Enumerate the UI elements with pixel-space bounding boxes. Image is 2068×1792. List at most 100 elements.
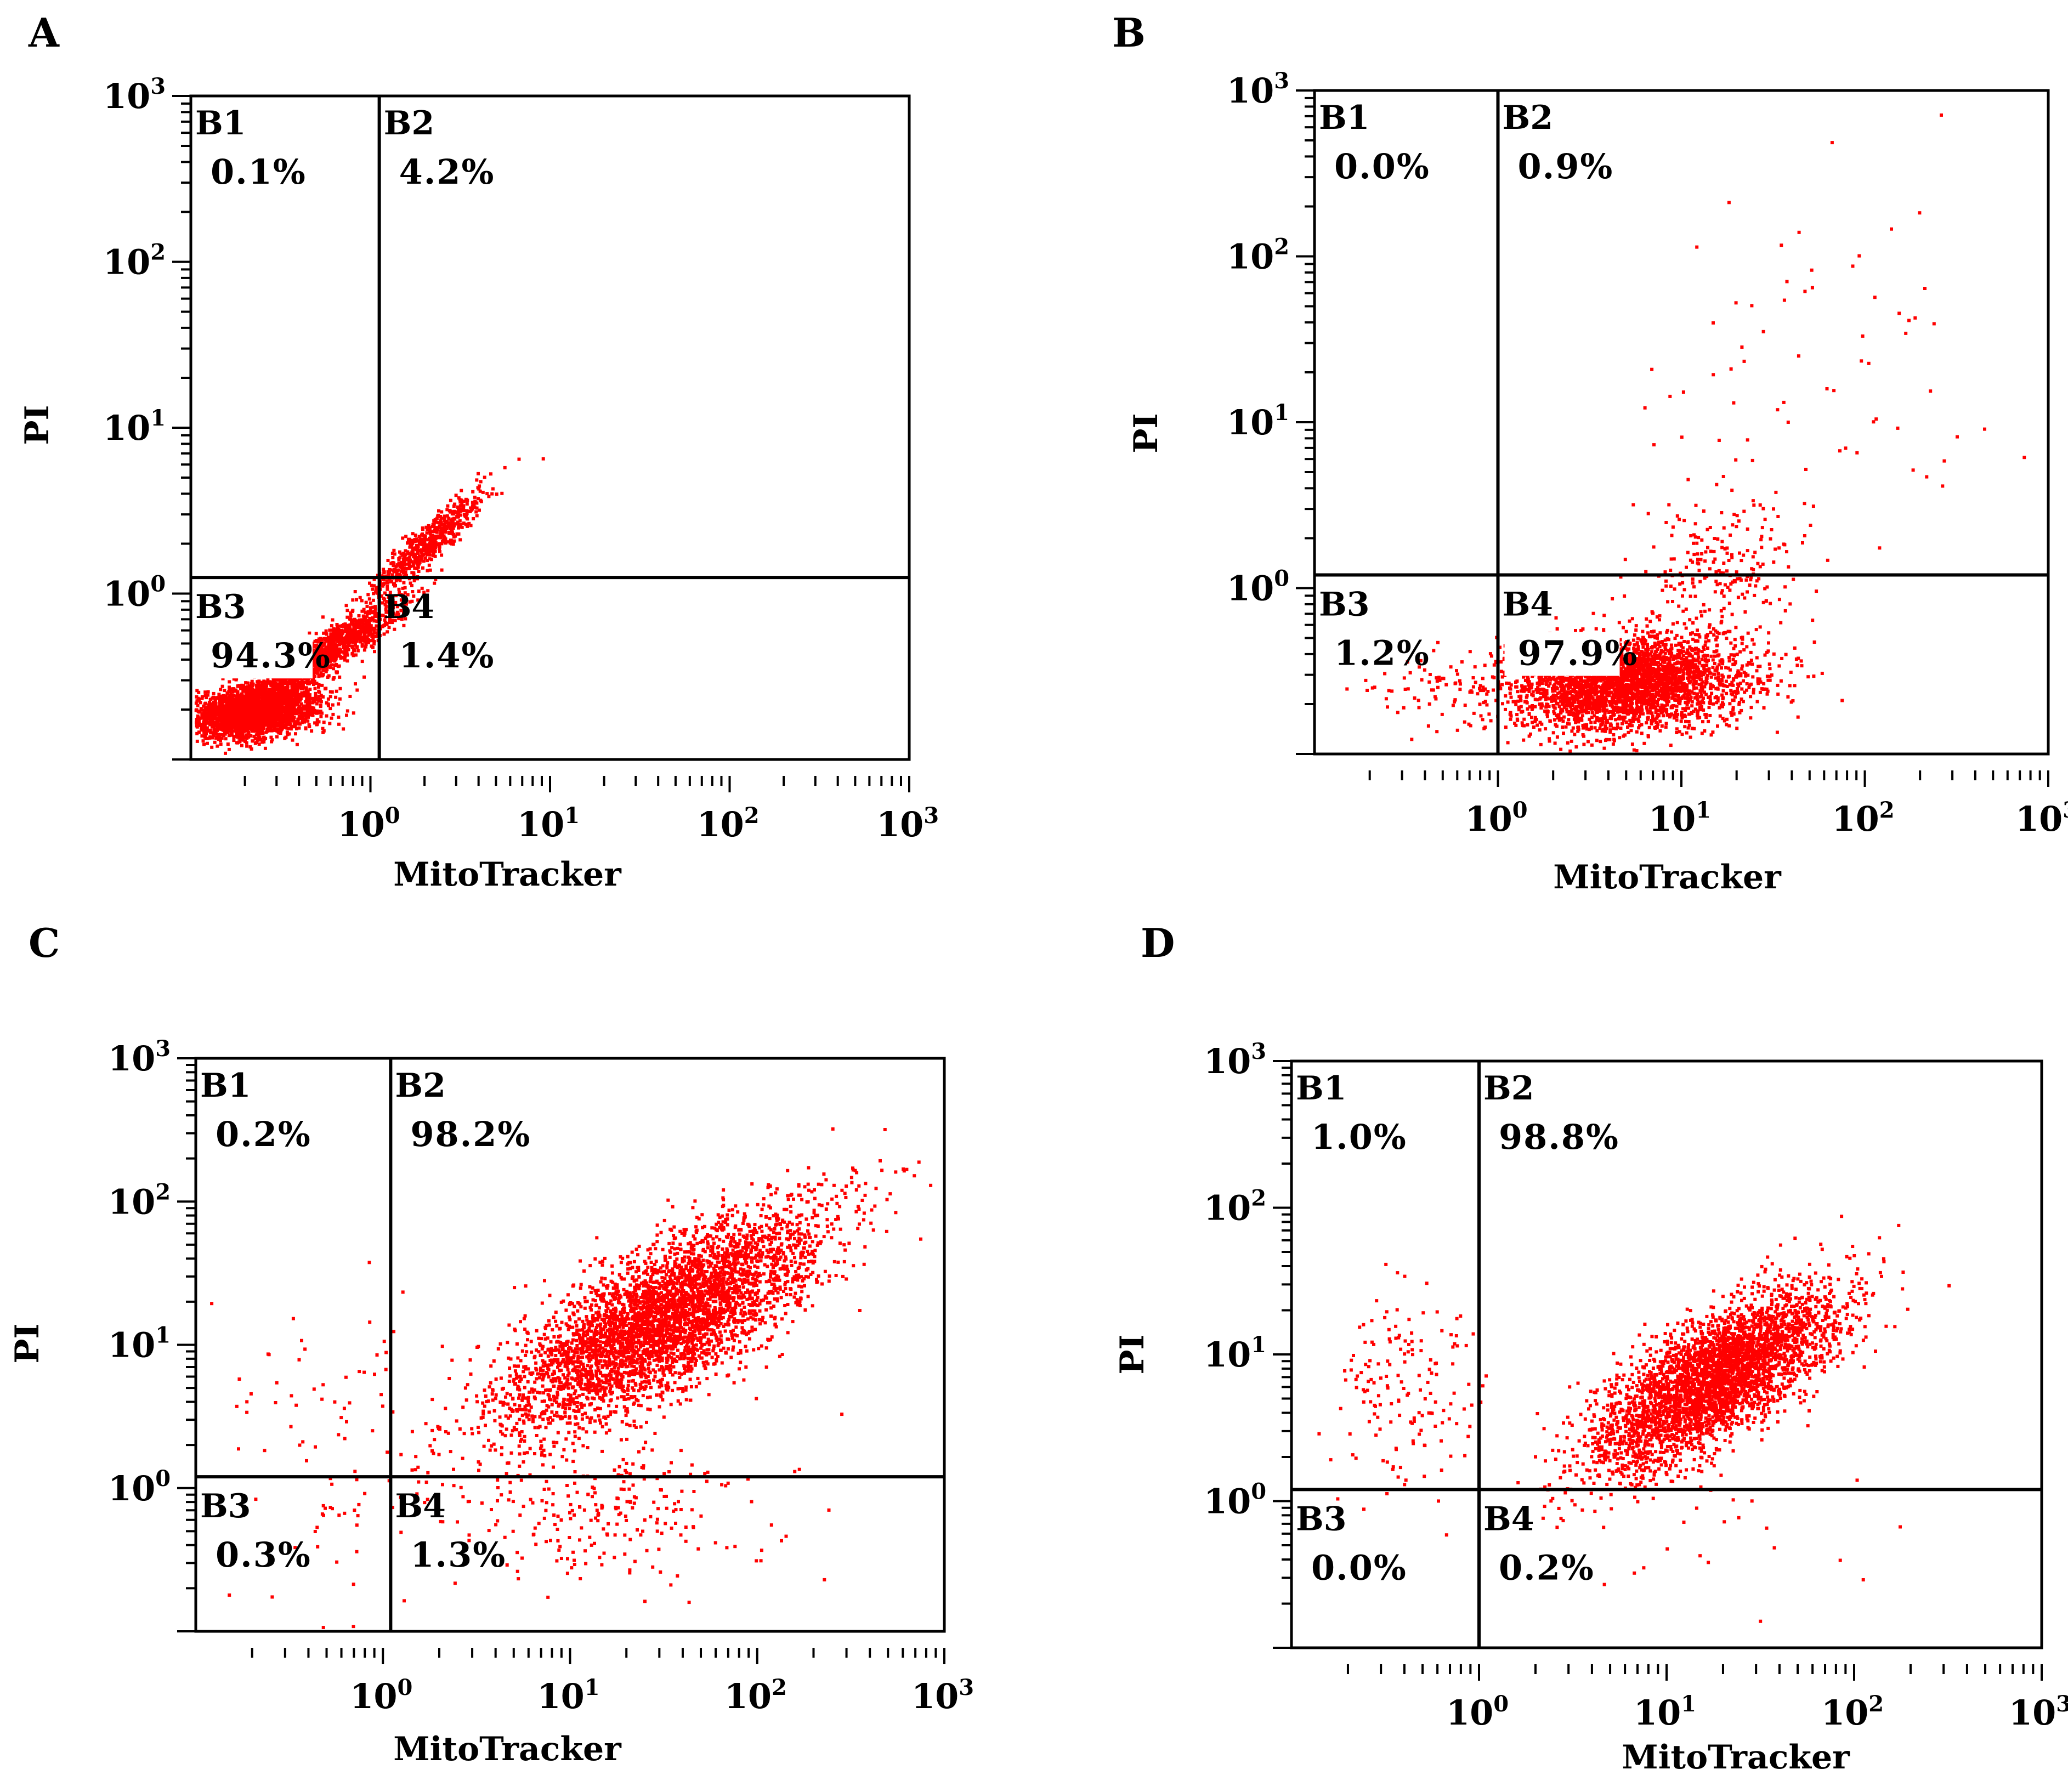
data-point — [284, 735, 288, 739]
data-point — [240, 706, 243, 710]
data-point — [413, 547, 417, 551]
data-point — [404, 558, 408, 562]
data-point — [1487, 712, 1491, 716]
data-point — [298, 722, 302, 726]
data-point — [241, 687, 245, 690]
data-point — [344, 604, 348, 608]
data-point — [240, 744, 243, 747]
data-point — [432, 523, 435, 526]
data-point — [212, 691, 216, 695]
data-point — [250, 682, 254, 686]
data-point — [260, 697, 264, 701]
data-point — [394, 614, 398, 618]
data-point — [211, 722, 214, 726]
data-point — [256, 680, 259, 684]
data-point — [282, 709, 286, 713]
data-point — [307, 680, 311, 684]
data-point — [269, 700, 273, 704]
data-point — [1768, 667, 1772, 671]
y-tick-label: 101 — [103, 405, 166, 448]
data-point — [481, 490, 485, 494]
data-point — [270, 738, 274, 742]
data-point — [288, 708, 292, 712]
data-point — [452, 517, 456, 520]
data-point — [257, 696, 261, 700]
data-point — [297, 726, 301, 730]
data-point — [308, 725, 311, 729]
data-point — [217, 733, 220, 736]
data-point — [373, 650, 376, 654]
data-point — [402, 581, 406, 585]
data-point — [214, 711, 218, 714]
data-point — [331, 703, 335, 707]
data-point — [423, 542, 427, 546]
data-point — [266, 677, 270, 681]
data-point — [302, 713, 305, 717]
data-point — [445, 508, 449, 512]
data-point — [282, 713, 286, 717]
data-point — [208, 701, 211, 705]
data-point — [270, 698, 274, 702]
data-point — [421, 526, 424, 530]
data-point — [214, 696, 218, 700]
data-point — [1632, 647, 1636, 650]
data-point — [200, 695, 204, 699]
data-point — [399, 609, 403, 613]
data-point — [271, 680, 275, 684]
data-point — [259, 721, 263, 724]
data-point — [286, 714, 290, 718]
data-point — [237, 716, 241, 720]
data-point — [264, 730, 268, 734]
data-point — [286, 717, 290, 721]
data-point — [361, 630, 365, 633]
data-point — [209, 714, 213, 718]
data-point — [262, 679, 266, 683]
data-point — [400, 569, 404, 573]
data-point — [269, 693, 272, 697]
data-point — [320, 662, 324, 666]
data-point — [338, 624, 342, 628]
data-point — [1752, 688, 1755, 691]
data-point — [285, 691, 288, 695]
data-point — [195, 739, 199, 743]
data-point — [451, 542, 455, 546]
data-point — [316, 710, 320, 714]
data-point — [412, 564, 415, 568]
data-point — [315, 682, 319, 685]
data-point — [433, 535, 437, 538]
data-point — [247, 687, 250, 690]
data-point — [314, 639, 318, 643]
data-point — [430, 530, 434, 534]
data-point — [203, 707, 207, 711]
data-point — [366, 610, 370, 614]
data-point — [439, 532, 443, 536]
data-point — [205, 696, 208, 700]
data-point — [267, 712, 270, 716]
data-point — [236, 733, 240, 737]
y-tick-label: 103 — [103, 73, 166, 116]
data-point — [401, 571, 405, 575]
data-point — [214, 731, 218, 735]
data-point — [285, 719, 288, 723]
data-point — [259, 701, 263, 705]
data-point — [371, 633, 375, 637]
data-point — [440, 532, 444, 536]
data-point — [279, 718, 282, 722]
data-point — [392, 582, 395, 586]
data-point — [384, 600, 388, 603]
data-point — [235, 727, 239, 730]
data-point — [280, 714, 284, 717]
data-point — [440, 568, 444, 572]
data-point — [202, 728, 205, 732]
data-point — [355, 688, 359, 692]
data-point — [397, 617, 401, 621]
data-point — [368, 627, 372, 631]
data-point — [202, 704, 206, 708]
data-point — [309, 697, 313, 701]
data-point — [433, 530, 437, 534]
data-point — [373, 619, 377, 623]
data-point — [311, 677, 315, 680]
data-point — [236, 741, 239, 745]
data-point — [223, 689, 226, 693]
data-point — [343, 650, 347, 654]
